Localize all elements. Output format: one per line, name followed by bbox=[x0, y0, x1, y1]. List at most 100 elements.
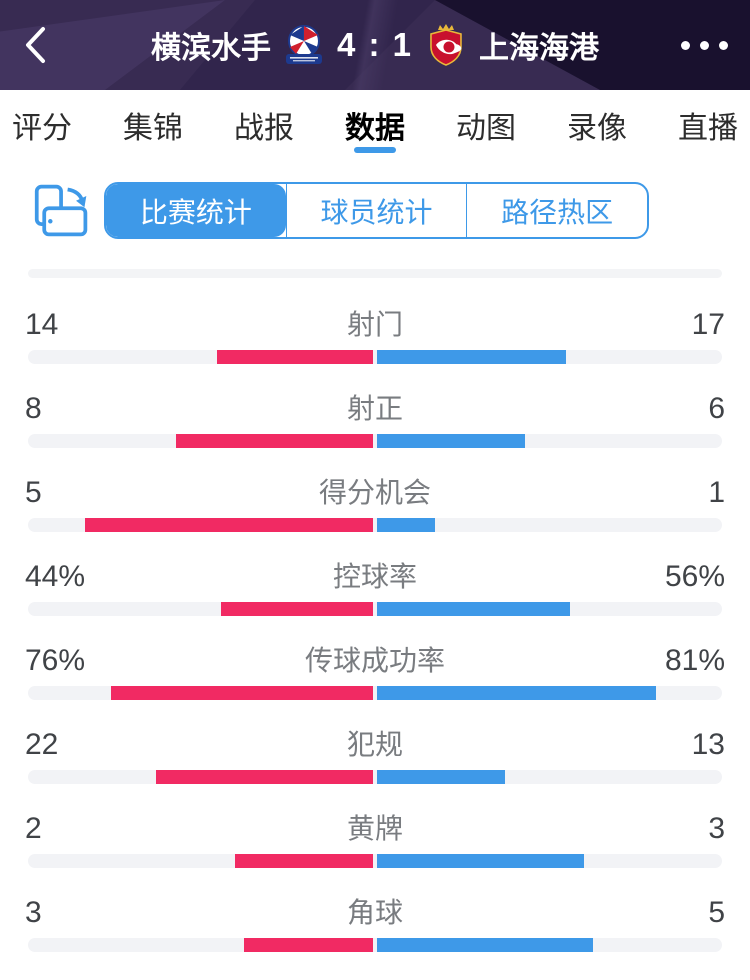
stat-row-黄牌: 2 黄牌 3 bbox=[0, 790, 750, 874]
stat-label: 射正 bbox=[346, 393, 403, 424]
tab-label: 数据 bbox=[345, 112, 405, 145]
stat-label: 犯规 bbox=[346, 729, 403, 760]
stat-bar-track bbox=[28, 938, 722, 952]
subtab-2[interactable]: 路径热区 bbox=[466, 184, 647, 237]
stat-label: 黄牌 bbox=[346, 813, 403, 844]
away-bar bbox=[377, 518, 435, 532]
stat-row-传球成功率: 76% 传球成功率 81% bbox=[0, 622, 750, 706]
away-value: 17 bbox=[691, 308, 725, 341]
stat-bar-track bbox=[28, 434, 722, 448]
home-value: 14 bbox=[25, 308, 59, 341]
back-button[interactable] bbox=[22, 21, 62, 69]
match-stats-list: 14 射门 17 8 射正 6 5 得分机会 1 44% 控球率 56% 76% 传球成功率 81% 22 犯规… bbox=[0, 278, 750, 958]
home-value: 5 bbox=[25, 476, 42, 509]
away-bar bbox=[377, 602, 570, 616]
stat-head: 22 犯规 13 bbox=[25, 730, 725, 760]
stats-segmented-control: 比赛统计 球员统计 路径热区 bbox=[104, 182, 649, 239]
away-bar bbox=[377, 686, 656, 700]
subtab-1[interactable]: 球员统计 bbox=[285, 184, 467, 237]
stat-head: 2 黄牌 3 bbox=[25, 814, 725, 844]
home-value: 2 bbox=[25, 812, 42, 845]
stat-bar-track bbox=[28, 350, 722, 364]
away-team-name: 上海海港 bbox=[479, 32, 600, 65]
stat-head: 44% 控球率 56% bbox=[25, 562, 725, 592]
away-value: 81% bbox=[664, 644, 725, 677]
away-value: 13 bbox=[691, 728, 725, 761]
ellipsis-icon bbox=[700, 40, 709, 50]
tab-4[interactable]: 动图 bbox=[454, 90, 518, 160]
header-decor-shard bbox=[0, 0, 750, 90]
stat-bar-track bbox=[28, 686, 722, 700]
tab-label: 动图 bbox=[456, 112, 516, 145]
away-bar bbox=[377, 938, 593, 952]
away-bar bbox=[377, 434, 525, 448]
active-tab-underline bbox=[354, 147, 396, 153]
stat-bar-track bbox=[28, 854, 722, 868]
tab-label: 集锦 bbox=[123, 112, 183, 145]
stat-row-射门: 14 射门 17 bbox=[0, 286, 750, 370]
stat-row-犯规: 22 犯规 13 bbox=[0, 706, 750, 790]
stat-label: 得分机会 bbox=[318, 477, 431, 508]
more-menu-button[interactable] bbox=[681, 40, 728, 50]
score-text: 4 : 1 bbox=[336, 26, 414, 63]
home-bar bbox=[217, 350, 373, 364]
away-value: 56% bbox=[664, 560, 725, 593]
tab-6[interactable]: 直播 bbox=[676, 90, 740, 160]
home-value: 3 bbox=[25, 896, 42, 929]
rotate-screen-button[interactable] bbox=[28, 182, 96, 240]
home-value: 22 bbox=[25, 728, 59, 761]
tab-1[interactable]: 集锦 bbox=[121, 90, 185, 160]
stat-head: 8 射正 6 bbox=[25, 394, 725, 424]
away-value: 6 bbox=[708, 392, 725, 425]
stat-row-控球率: 44% 控球率 56% bbox=[0, 538, 750, 622]
tab-3[interactable]: 数据 bbox=[343, 90, 407, 160]
home-bar bbox=[111, 686, 373, 700]
chevron-left-icon bbox=[26, 27, 45, 63]
home-bar bbox=[244, 938, 373, 952]
stat-label: 射门 bbox=[346, 309, 403, 340]
stat-row-得分机会: 5 得分机会 1 bbox=[0, 454, 750, 538]
tab-5[interactable]: 录像 bbox=[565, 90, 629, 160]
stats-subtab-row: 比赛统计 球员统计 路径热区 bbox=[0, 160, 750, 255]
stat-head: 3 角球 5 bbox=[25, 898, 725, 928]
stat-head: 76% 传球成功率 81% bbox=[25, 646, 725, 676]
stat-head: 5 得分机会 1 bbox=[25, 478, 725, 508]
home-team-name: 横滨水手 bbox=[150, 32, 271, 65]
home-bar bbox=[176, 434, 373, 448]
stat-bar-track bbox=[28, 770, 722, 784]
home-bar bbox=[85, 518, 373, 532]
tab-2[interactable]: 战报 bbox=[232, 90, 296, 160]
away-value: 3 bbox=[708, 812, 725, 845]
away-value: 1 bbox=[708, 476, 725, 509]
away-value: 5 bbox=[708, 896, 725, 929]
tab-label: 评分 bbox=[12, 112, 72, 145]
stat-bar-track bbox=[28, 602, 722, 616]
away-bar bbox=[377, 770, 505, 784]
stat-head: 14 射门 17 bbox=[25, 310, 725, 340]
home-bar bbox=[221, 602, 373, 616]
home-value: 44% bbox=[25, 560, 86, 593]
home-value: 76% bbox=[25, 644, 86, 677]
away-bar bbox=[377, 854, 584, 868]
yokohama-marinos-crest-icon bbox=[285, 25, 322, 64]
tab-label: 直播 bbox=[678, 112, 738, 145]
ellipsis-icon bbox=[681, 40, 690, 50]
tab-0[interactable]: 评分 bbox=[10, 90, 74, 160]
stat-label: 角球 bbox=[346, 897, 403, 928]
match-header: 横滨水手 4 : 1 上海海港 bbox=[0, 0, 750, 90]
stat-row-射正: 8 射正 6 bbox=[0, 370, 750, 454]
stat-label: 控球率 bbox=[332, 561, 417, 592]
home-bar bbox=[156, 770, 373, 784]
stat-bar-track bbox=[28, 518, 722, 532]
match-title: 横滨水手 4 : 1 上海海港 bbox=[151, 23, 599, 67]
subtab-0[interactable]: 比赛统计 bbox=[106, 184, 286, 237]
home-bar bbox=[235, 854, 373, 868]
ellipsis-icon bbox=[719, 40, 728, 50]
main-tab-bar: 评分 集锦 战报 数据 动图 录像 直播 bbox=[0, 90, 750, 160]
stat-row-角球: 3 角球 5 bbox=[0, 874, 750, 958]
tab-label: 录像 bbox=[567, 112, 627, 145]
rotate-screen-icon bbox=[34, 184, 88, 237]
stat-label: 传球成功率 bbox=[304, 645, 445, 676]
section-divider-bar bbox=[28, 269, 722, 278]
tab-label: 战报 bbox=[234, 112, 294, 145]
